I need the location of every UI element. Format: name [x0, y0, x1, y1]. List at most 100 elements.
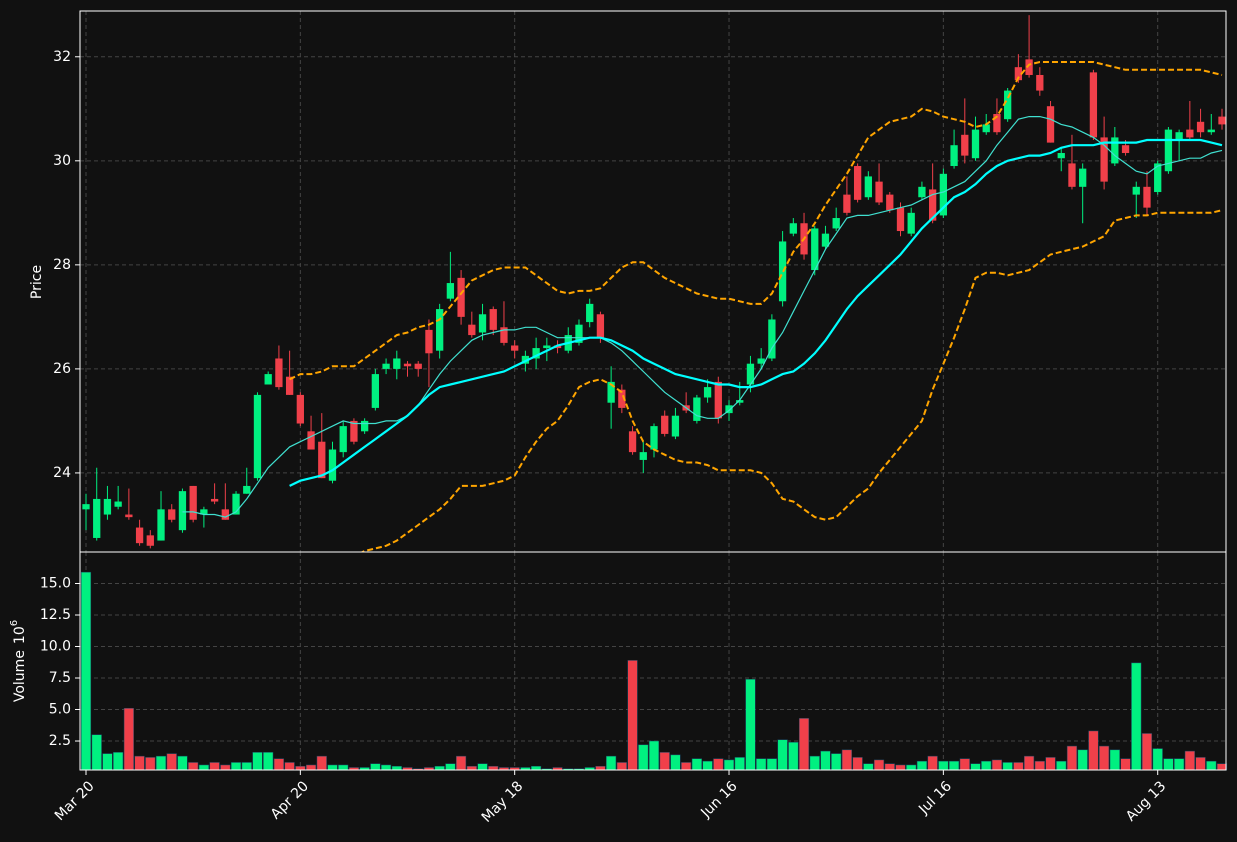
volume-bar	[766, 758, 777, 771]
candle-body	[296, 394, 304, 424]
candle-body	[82, 504, 90, 510]
candle-body	[553, 345, 562, 349]
volume-bar	[1056, 760, 1067, 771]
volume-bar	[798, 718, 810, 771]
volume-bar	[1099, 745, 1110, 771]
candle-body	[918, 186, 926, 198]
volume-bar	[198, 764, 209, 771]
candle-body	[693, 397, 701, 421]
candle-body	[393, 358, 401, 369]
candle-body	[500, 327, 508, 343]
candle-body	[821, 233, 830, 247]
volume-bar	[91, 734, 102, 771]
candle-body	[1025, 59, 1033, 75]
candle-body	[1079, 168, 1087, 187]
candle-body	[703, 387, 712, 398]
volume-bar	[1066, 745, 1078, 771]
volume-bar	[809, 755, 820, 771]
volume-bar	[338, 764, 349, 771]
volume-bar	[884, 763, 895, 771]
candle-body	[982, 124, 990, 133]
volume-bar	[595, 765, 606, 771]
overlay-line	[289, 61, 1223, 381]
volume-bar	[1141, 733, 1153, 771]
y-tick-label: 10.0	[40, 639, 71, 655]
volume-bar	[1216, 763, 1228, 771]
candle-body	[1057, 153, 1065, 159]
candle-body	[661, 415, 669, 434]
volume-bar	[906, 764, 917, 771]
candle-body	[146, 535, 154, 546]
volume-bar	[327, 764, 338, 771]
volume-bar	[756, 758, 767, 771]
volume-bar	[295, 765, 306, 771]
volume-bar	[263, 752, 274, 771]
candle-body	[307, 431, 315, 450]
candle-body	[532, 348, 540, 359]
volume-bar	[841, 749, 852, 771]
candle-body	[650, 426, 658, 450]
y-tick-label: 7.5	[49, 670, 71, 686]
volume-bar	[777, 739, 788, 771]
volume-bar	[927, 755, 938, 771]
candle-body	[1218, 116, 1226, 125]
volume-bar	[648, 740, 660, 771]
volume-bar	[616, 762, 627, 771]
y-tick-label: 15.0	[40, 576, 71, 592]
volume-bar	[123, 708, 134, 771]
volume-frame	[79, 551, 1227, 771]
volume-bar	[145, 757, 156, 771]
candle-body	[746, 363, 755, 385]
volume-bar	[681, 762, 692, 771]
volume-bar	[638, 744, 649, 771]
volume-bar	[938, 760, 949, 771]
candle-body	[511, 345, 519, 351]
volume-bar	[820, 750, 831, 771]
candle-body	[596, 314, 605, 338]
candle-body	[757, 358, 765, 364]
volume-bar	[230, 762, 242, 771]
volume-bar	[1088, 730, 1099, 771]
candle-body	[478, 314, 487, 333]
candle-body	[403, 363, 412, 367]
candle-body	[864, 176, 872, 198]
candle-body	[543, 345, 551, 349]
candle-body	[714, 381, 722, 419]
candle-body	[768, 319, 776, 359]
volume-bar	[1152, 748, 1163, 771]
volume-bar	[1077, 749, 1088, 771]
candle-body	[811, 228, 819, 271]
candle-body	[939, 173, 948, 216]
candle-body	[425, 329, 433, 354]
volume-bar	[863, 763, 874, 771]
candle-body	[328, 449, 337, 481]
candle-body	[1068, 163, 1076, 187]
volume-bar	[981, 760, 992, 771]
volume-bar	[1206, 760, 1217, 771]
candle-body	[264, 374, 272, 385]
price-axis-label: Price	[29, 265, 45, 299]
volume-bar	[1195, 757, 1206, 771]
candle-body	[414, 363, 422, 369]
price-plot	[82, 15, 1226, 552]
y-tick-label: 26	[53, 361, 71, 377]
volume-bar	[220, 764, 231, 771]
candle-body	[843, 194, 851, 213]
volume-bar	[1002, 762, 1013, 771]
volume-bar	[723, 759, 735, 771]
volume-bar	[670, 754, 681, 771]
volume-bar	[949, 760, 960, 771]
candle-body	[1154, 163, 1162, 193]
volume-bar	[691, 758, 702, 771]
candle-body	[1036, 74, 1044, 91]
volume-bar	[1034, 760, 1045, 771]
volume-scale: 10	[12, 626, 28, 644]
candle-body	[489, 309, 497, 330]
candle-body	[200, 509, 208, 515]
candle-body	[639, 452, 647, 460]
volume-bar	[241, 762, 252, 771]
candle-body	[275, 358, 283, 388]
volume-bar	[788, 742, 799, 771]
volume-bar	[370, 763, 381, 771]
